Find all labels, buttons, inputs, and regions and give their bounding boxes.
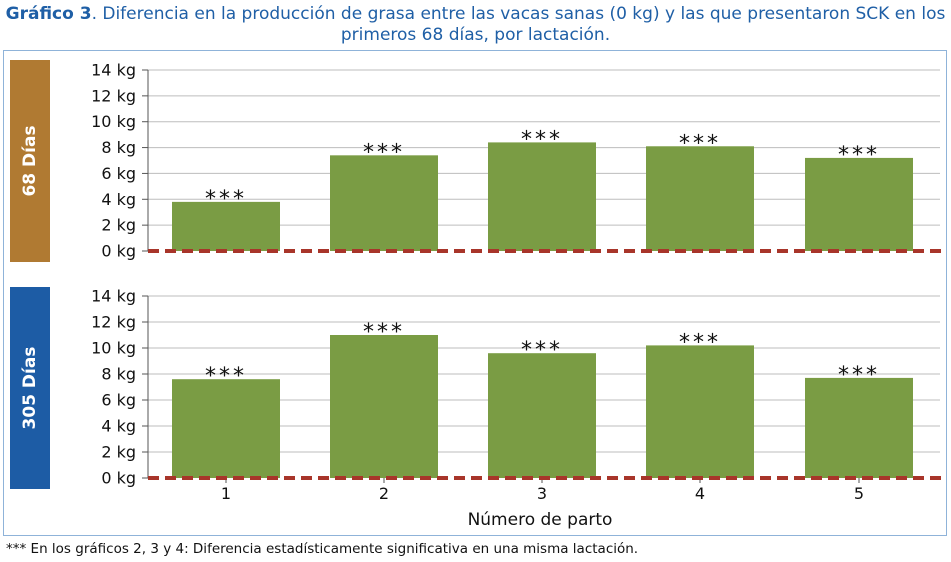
bar xyxy=(330,155,438,251)
y-tick-label: 12 kg xyxy=(91,313,136,332)
y-tick-label: 6 kg xyxy=(101,164,136,183)
y-tick-label: 4 kg xyxy=(101,417,136,436)
y-tick-label: 4 kg xyxy=(101,190,136,209)
y-tick-label: 0 kg xyxy=(101,242,136,261)
y-tick-label: 2 kg xyxy=(101,216,136,235)
y-tick-label: 6 kg xyxy=(101,391,136,410)
bar xyxy=(172,201,280,251)
significance-label: *** xyxy=(363,140,405,165)
bar xyxy=(330,335,438,478)
panel-68-dias: 68 Días 0 kg 2 kg 4 kg 6 kg 8 kg 10 kg 12 kg 14 … xyxy=(10,60,944,262)
panel-label-strip xyxy=(10,287,50,489)
y-tick-label: 14 kg xyxy=(91,287,136,306)
significance-label: *** xyxy=(679,131,721,156)
y-tick-label: 10 kg xyxy=(91,112,136,131)
x-tick-label: 1 xyxy=(221,484,231,503)
chart-frame xyxy=(3,50,947,536)
bar xyxy=(646,146,754,251)
x-axis-label: Número de parto xyxy=(468,510,613,530)
significance-label: *** xyxy=(679,330,721,355)
bar xyxy=(805,157,913,251)
x-tick-label: 3 xyxy=(537,484,547,503)
x-tick-label: 5 xyxy=(854,484,864,503)
y-tick-label: 10 kg xyxy=(91,339,136,358)
significance-label: *** xyxy=(838,143,880,168)
y-tick-label: 14 kg xyxy=(91,61,136,80)
significance-label: *** xyxy=(521,338,563,363)
significance-label: *** xyxy=(838,363,880,388)
bar xyxy=(488,353,596,478)
significance-label: *** xyxy=(205,364,247,389)
bar xyxy=(805,377,913,478)
significance-label: *** xyxy=(363,320,405,345)
x-tick-label: 4 xyxy=(695,484,705,503)
y-tick-label: 8 kg xyxy=(101,138,136,157)
significance-label: *** xyxy=(521,127,563,152)
x-tick-label: 2 xyxy=(379,484,389,503)
y-tick-label: 2 kg xyxy=(101,443,136,462)
chart-title: Gráfico 3. Diferencia en la producción d… xyxy=(0,4,951,46)
panel-label-strip xyxy=(10,60,50,262)
panel-label: 68 Días xyxy=(20,125,40,196)
bar xyxy=(172,379,280,478)
bar xyxy=(646,345,754,478)
significance-label: *** xyxy=(205,187,247,212)
chart-title-text: . Diferencia en la producción de grasa e… xyxy=(91,4,946,45)
y-tick-label: 0 kg xyxy=(101,469,136,488)
y-tick-label: 8 kg xyxy=(101,365,136,384)
panel-label: 305 Días xyxy=(20,347,40,430)
footnote: *** En los gráficos 2, 3 y 4: Diferencia… xyxy=(6,541,639,557)
bar xyxy=(488,142,596,251)
y-tick-label: 12 kg xyxy=(91,86,136,105)
chart-title-lead: Gráfico 3 xyxy=(5,4,92,24)
